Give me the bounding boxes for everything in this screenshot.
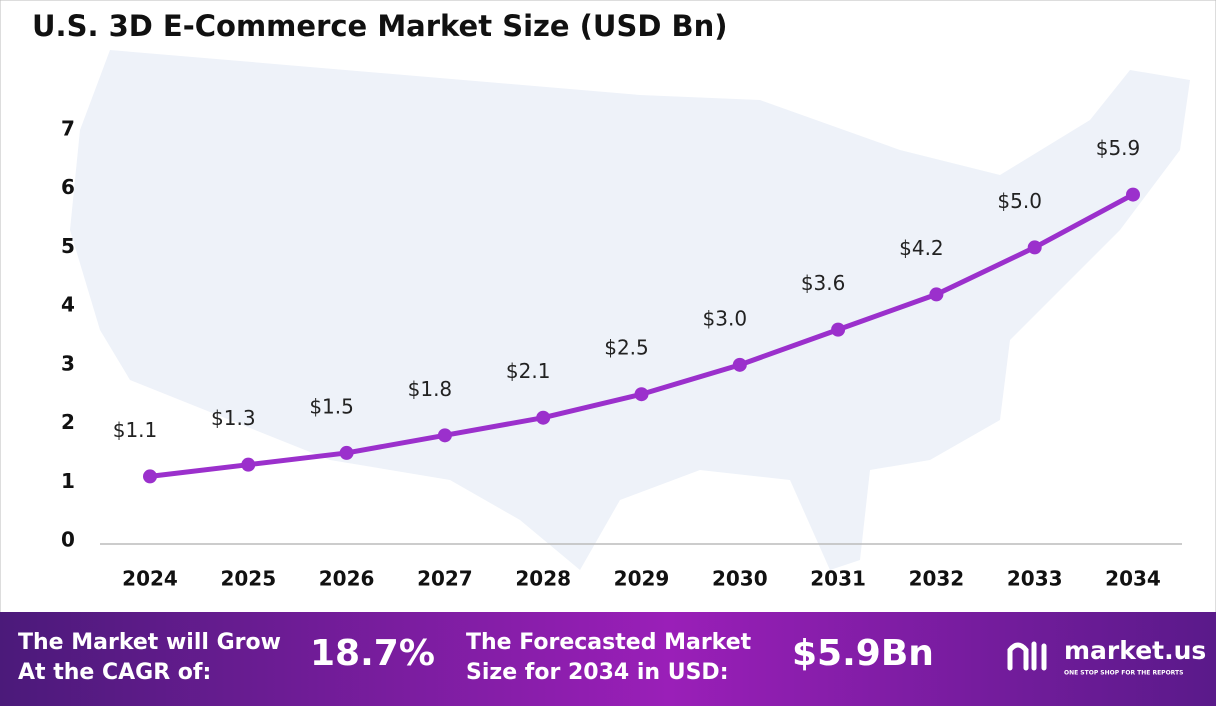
y-tick-label: 7 xyxy=(61,117,75,141)
data-label: $3.6 xyxy=(801,271,846,295)
cagr-text: At the CAGR of: xyxy=(18,660,211,685)
data-label: $3.0 xyxy=(703,306,748,330)
point xyxy=(536,410,551,425)
y-tick-label: 4 xyxy=(61,293,75,317)
y-tick-label: 0 xyxy=(61,528,75,552)
y-tick-label: 5 xyxy=(61,234,75,258)
footer-band xyxy=(0,612,1216,706)
y-tick-label: 6 xyxy=(61,175,75,199)
forecast-text: Size for 2034 in USD: xyxy=(466,660,729,685)
data-label: $1.1 xyxy=(113,418,158,442)
x-tick-label: 2028 xyxy=(515,567,571,591)
y-tick-label: 2 xyxy=(61,410,75,434)
point xyxy=(929,287,944,302)
x-tick-label: 2026 xyxy=(319,567,375,591)
x-tick-label: 2027 xyxy=(417,567,473,591)
map-background xyxy=(70,50,1190,570)
point xyxy=(339,445,354,460)
point xyxy=(634,387,649,402)
x-tick-label: 2033 xyxy=(1007,567,1063,591)
brand-name: market.us xyxy=(1064,636,1206,665)
point xyxy=(437,428,452,443)
data-label: $1.5 xyxy=(309,394,354,418)
brand-logo xyxy=(1007,641,1047,671)
x-tick-label: 2024 xyxy=(122,567,178,591)
x-tick-label: 2030 xyxy=(712,567,768,591)
data-label: $2.5 xyxy=(604,336,649,360)
data-label: $5.9 xyxy=(1096,136,1141,160)
x-tick-label: 2034 xyxy=(1105,567,1161,591)
point xyxy=(1027,240,1042,255)
x-tick-label: 2029 xyxy=(614,567,670,591)
data-label: $2.1 xyxy=(506,359,551,383)
data-label: $1.8 xyxy=(408,377,453,401)
data-label: $4.2 xyxy=(899,236,944,260)
brand-tagline: ONE STOP SHOP FOR THE REPORTS xyxy=(1064,670,1183,677)
y-tick-label: 1 xyxy=(61,469,75,493)
point xyxy=(1126,187,1140,202)
cagr-text: The Market will Grow xyxy=(18,630,281,655)
chart-title: U.S. 3D E-Commerce Market Size (USD Bn) xyxy=(32,9,728,43)
forecast-value: $5.9Bn xyxy=(792,633,934,674)
data-label: $1.3 xyxy=(211,406,256,430)
point xyxy=(831,322,846,337)
point xyxy=(732,357,747,372)
y-tick-label: 3 xyxy=(61,351,75,375)
forecast-text: The Forecasted Market xyxy=(466,630,752,655)
x-tick-label: 2025 xyxy=(220,567,276,591)
point xyxy=(241,457,256,472)
x-tick-label: 2031 xyxy=(810,567,866,591)
data-label: $5.0 xyxy=(997,189,1042,213)
cagr-value: 18.7% xyxy=(310,633,435,674)
x-tick-label: 2032 xyxy=(909,567,965,591)
point xyxy=(143,469,157,484)
